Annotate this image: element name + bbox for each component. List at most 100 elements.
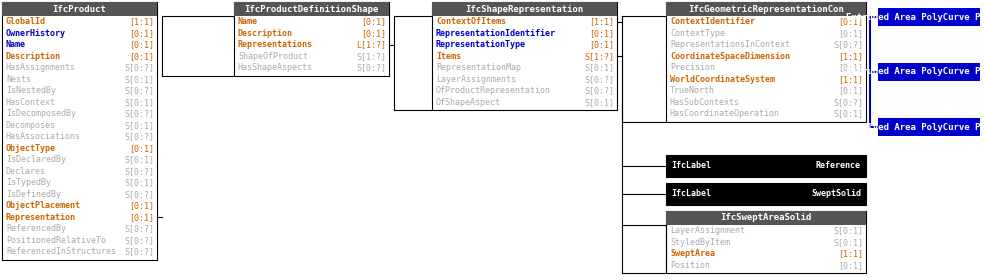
Text: ReferencedBy: ReferencedBy <box>6 224 66 233</box>
Text: IsDefinedBy: IsDefinedBy <box>6 190 61 199</box>
Text: S[0:?]: S[0:?] <box>356 63 386 72</box>
Text: SweptArea: SweptArea <box>670 249 715 258</box>
Text: RepresentationsInContext: RepresentationsInContext <box>670 40 790 49</box>
Text: S[0:?]: S[0:?] <box>584 75 614 84</box>
Text: [0:1]: [0:1] <box>838 29 863 38</box>
Text: HasCoordinateOperation: HasCoordinateOperation <box>670 109 780 118</box>
Text: S[0:?]: S[0:?] <box>584 86 614 95</box>
Text: ShapeOfProduct: ShapeOfProduct <box>238 52 308 61</box>
Text: Representations: Representations <box>238 40 313 49</box>
Text: HasSubContexts: HasSubContexts <box>670 98 740 107</box>
Text: IfcLabel: IfcLabel <box>671 190 711 199</box>
Text: Decomposes: Decomposes <box>6 121 56 130</box>
Text: IsTypedBy: IsTypedBy <box>6 178 51 187</box>
Text: CoordinateSpaceDimension: CoordinateSpaceDimension <box>670 52 790 61</box>
Text: Items: Items <box>436 52 461 61</box>
Text: [1:1]: [1:1] <box>589 17 614 26</box>
Text: Nests: Nests <box>6 75 31 84</box>
Text: RepresentationIdentifier: RepresentationIdentifier <box>436 29 556 38</box>
Text: S[0:?]: S[0:?] <box>124 132 154 141</box>
Text: IsNestedBy: IsNestedBy <box>6 86 56 95</box>
Text: IfcProductDefinitionShape: IfcProductDefinitionShape <box>244 4 379 13</box>
Text: [0:1]: [0:1] <box>838 86 863 95</box>
Text: S[1:?]: S[1:?] <box>356 52 386 61</box>
Text: ContextType: ContextType <box>670 29 725 38</box>
Text: OwnerHistory: OwnerHistory <box>6 29 66 38</box>
Bar <box>878 63 980 81</box>
Bar <box>432 2 617 110</box>
Text: Description: Description <box>238 29 293 38</box>
Text: [0:1]: [0:1] <box>838 63 863 72</box>
Text: ReferencedInStructures: ReferencedInStructures <box>6 247 116 256</box>
Text: Reference: Reference <box>816 162 861 171</box>
Text: S[0:1]: S[0:1] <box>584 63 614 72</box>
Text: S[0:1]: S[0:1] <box>124 121 154 130</box>
Bar <box>666 2 866 122</box>
Text: TrueNorth: TrueNorth <box>670 86 715 95</box>
Text: IfcProduct: IfcProduct <box>52 4 106 13</box>
Text: [0:1]: [0:1] <box>129 213 154 222</box>
Text: S[0:?]: S[0:?] <box>833 40 863 49</box>
Text: S[0:1]: S[0:1] <box>124 75 154 84</box>
Text: S[0:?]: S[0:?] <box>833 98 863 107</box>
Text: PositionedRelativeTo: PositionedRelativeTo <box>6 236 106 245</box>
Text: Name: Name <box>6 40 26 49</box>
Text: [0:1]: [0:1] <box>129 40 154 49</box>
Text: S[0:1]: S[0:1] <box>124 178 154 187</box>
Text: OfProductRepresentation: OfProductRepresentation <box>436 86 551 95</box>
Text: S[0:?]: S[0:?] <box>124 224 154 233</box>
Text: Precision: Precision <box>670 63 715 72</box>
Bar <box>878 118 980 136</box>
Text: WorldCoordinateSystem: WorldCoordinateSystem <box>670 75 775 84</box>
Text: LayerAssignments: LayerAssignments <box>436 75 516 84</box>
Text: IfcSweptAreaSolid: IfcSweptAreaSolid <box>720 213 812 223</box>
Text: S[0:1]: S[0:1] <box>833 238 863 247</box>
Text: [1:1]: [1:1] <box>129 17 154 26</box>
Text: GlobalId: GlobalId <box>6 17 46 26</box>
Text: OfShapeAspect: OfShapeAspect <box>436 98 501 107</box>
Text: [1:1]: [1:1] <box>838 52 863 61</box>
Text: S[0:1]: S[0:1] <box>833 109 863 118</box>
Text: S[0:?]: S[0:?] <box>124 190 154 199</box>
Text: ObjectType: ObjectType <box>6 144 56 153</box>
Bar <box>666 2 866 16</box>
Text: HasShapeAspects: HasShapeAspects <box>238 63 313 72</box>
Bar <box>666 155 866 177</box>
Text: [0:1]: [0:1] <box>129 201 154 210</box>
Text: L[1:?]: L[1:?] <box>356 40 386 49</box>
Text: S[0:1]: S[0:1] <box>833 226 863 235</box>
Text: [0:1]: [0:1] <box>129 29 154 38</box>
Text: S[0:?]: S[0:?] <box>124 109 154 118</box>
Text: [0:1]: [0:1] <box>589 29 614 38</box>
Text: SweptSolid: SweptSolid <box>811 190 861 199</box>
Text: S[1:?]: S[1:?] <box>584 52 614 61</box>
Bar <box>666 211 866 273</box>
Text: RepresentationType: RepresentationType <box>436 40 526 49</box>
Text: [0:1]: [0:1] <box>589 40 614 49</box>
Text: IfcShapeRepresentation: IfcShapeRepresentation <box>465 4 584 13</box>
Text: HasAssociations: HasAssociations <box>6 132 81 141</box>
Text: [0:1]: [0:1] <box>838 17 863 26</box>
Bar <box>878 8 980 26</box>
Text: Revolved Area PolyCurve Profile: Revolved Area PolyCurve Profile <box>845 123 984 132</box>
Text: S[0:?]: S[0:?] <box>124 236 154 245</box>
Text: LayerAssignment: LayerAssignment <box>670 226 745 235</box>
Text: S[0:?]: S[0:?] <box>124 247 154 256</box>
Text: IsDecomposedBy: IsDecomposedBy <box>6 109 76 118</box>
Text: S[0:1]: S[0:1] <box>124 98 154 107</box>
Text: S[0:1]: S[0:1] <box>124 155 154 164</box>
Bar <box>666 211 866 225</box>
Text: ObjectPlacement: ObjectPlacement <box>6 201 81 210</box>
Text: S[0:?]: S[0:?] <box>124 86 154 95</box>
Text: [0:1]: [0:1] <box>361 29 386 38</box>
Bar <box>2 2 157 260</box>
Bar <box>234 2 389 76</box>
Bar <box>666 183 866 205</box>
Bar <box>2 2 157 16</box>
Text: S[0:1]: S[0:1] <box>584 98 614 107</box>
Text: [0:1]: [0:1] <box>361 17 386 26</box>
Text: IfcLabel: IfcLabel <box>671 162 711 171</box>
Text: StyledByItem: StyledByItem <box>670 238 730 247</box>
Text: ContextOfItems: ContextOfItems <box>436 17 506 26</box>
Text: HasContext: HasContext <box>6 98 56 107</box>
